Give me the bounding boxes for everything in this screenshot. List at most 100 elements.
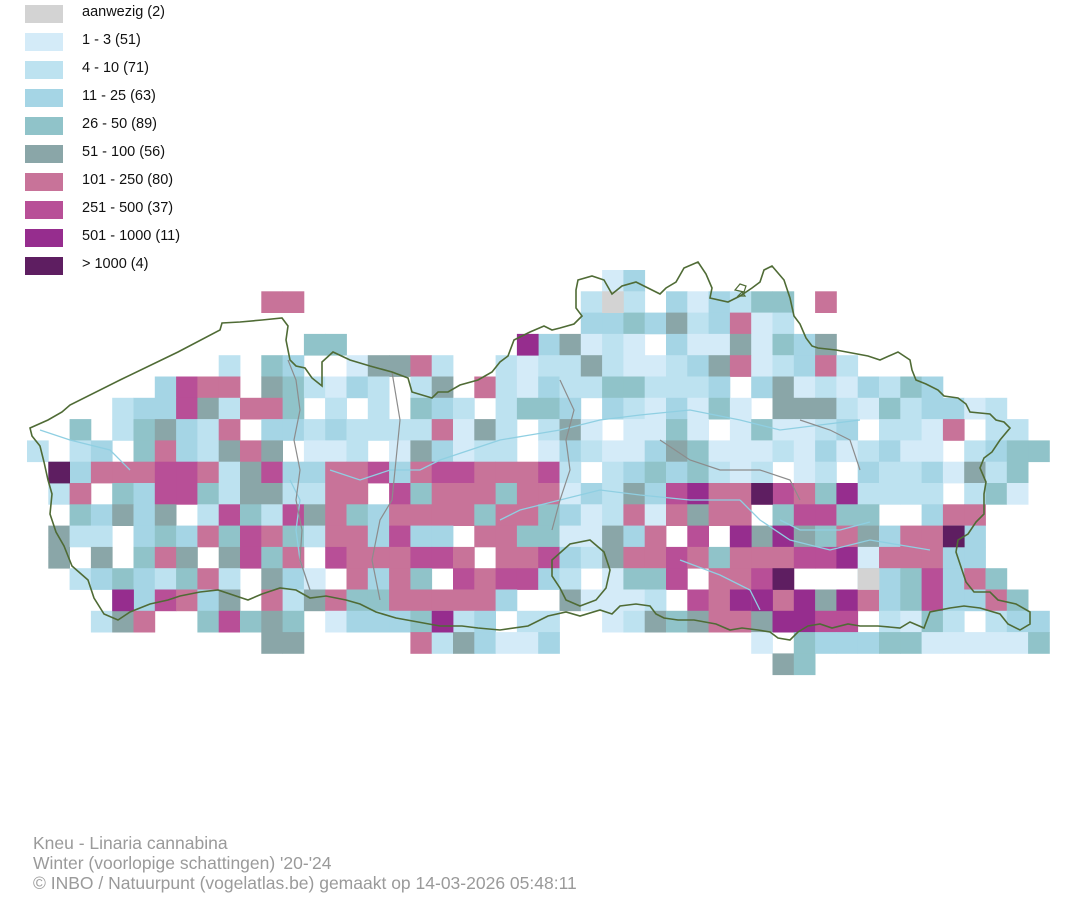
province-border [799,419,861,471]
grid-cell [580,291,603,313]
grid-cell [495,589,518,612]
grid-cell [538,483,560,505]
grid-cell [261,291,283,313]
legend-label: 26 - 50 (89) [82,116,157,132]
grid-cell [346,568,369,590]
legend-swatch [25,173,63,191]
grid-cell [282,568,305,590]
grid-cell [240,525,262,548]
grid-cell [602,291,624,313]
grid-cell [282,483,305,505]
grid-cell [857,440,880,463]
grid-cell [133,440,156,463]
grid-cell [282,376,305,399]
grid-cell [495,525,518,548]
grid-cell [218,504,241,526]
grid-cell [708,504,731,526]
grid-cell [751,461,773,484]
grid-cell [985,419,1008,441]
grid-cell [474,419,496,441]
grid-cell [453,589,475,612]
grid-cell [410,355,433,377]
grid-cell [772,355,795,377]
legend-item: 11 - 25 (63) [25,88,156,116]
grid-cell [900,632,922,654]
grid-cell [197,504,220,526]
grid-cell [602,525,624,548]
grid-cell [495,461,518,484]
grid-cell [666,419,688,441]
grid-cell [1006,440,1029,463]
grid-cell [729,419,752,441]
grid-cell [453,610,475,633]
grid-cell [261,440,283,463]
legend-label: aanwezig (2) [82,4,166,20]
grid-cell [815,525,837,548]
grid-cell [559,461,582,484]
grid-cell [942,397,965,420]
grid-cell [538,632,560,654]
grid-cell [687,333,709,356]
grid-cell [879,589,901,612]
source-credit: © INBO / Natuurpunt (vogelatlas.be) gema… [33,873,577,893]
grid-cell [495,546,518,569]
grid-cell [793,653,816,676]
grid-cell [602,589,624,612]
grid-cell [623,291,646,313]
legend-label: 501 - 1000 (11) [82,228,181,244]
grid-cell [90,504,113,526]
grid-cell [623,525,646,548]
grid-cell [410,525,433,548]
grid-cell [346,376,369,399]
grid-cell [367,568,390,590]
legend-label: 51 - 100 (56) [82,144,166,160]
grid-cell [644,355,667,377]
grid-cell [729,355,752,377]
grid-cell [772,333,795,356]
grid-cell [772,525,795,548]
grid-cell [325,419,347,441]
grid-cell [218,397,241,420]
grid-cell [218,525,241,548]
grid-cell [836,440,859,463]
grid-cell [580,312,603,335]
legend-item: aanwezig (2) [25,4,165,32]
grid-cell [644,312,667,335]
grid-cell [708,483,731,505]
grid-cell [69,461,92,484]
grid-cell [389,440,411,463]
legend-item: 101 - 250 (80) [25,172,173,200]
grid-cell [154,440,177,463]
grid-cell [389,355,411,377]
grid-cell [644,504,667,526]
grid-cell [133,504,156,526]
grid-cell [176,376,198,399]
grid-cell [793,355,816,377]
grid-cell [197,397,220,420]
grid-cell [154,483,177,505]
grid-cell [708,589,731,612]
grid-cell [261,397,283,420]
grid-cell [666,483,688,505]
grid-cell [687,440,709,463]
grid-cell [815,419,837,441]
grid-cell [69,440,92,463]
grid-cell [346,525,369,548]
river [329,409,861,481]
grid-cell [197,483,220,505]
grid-cell [772,653,795,676]
grid-cell [495,483,518,505]
grid-cell [623,270,646,292]
grid-cell [751,632,773,654]
grid-cell [346,440,369,463]
grid-cell [48,546,70,569]
grid-cell [602,461,624,484]
grid-cell [516,461,539,484]
grid-cell [410,483,433,505]
grid-cell [623,589,646,612]
grid-cell [176,525,198,548]
grid-cell [793,397,816,420]
grid-cell [879,632,901,654]
grid-cell [538,546,560,569]
grid-cell [69,483,92,505]
